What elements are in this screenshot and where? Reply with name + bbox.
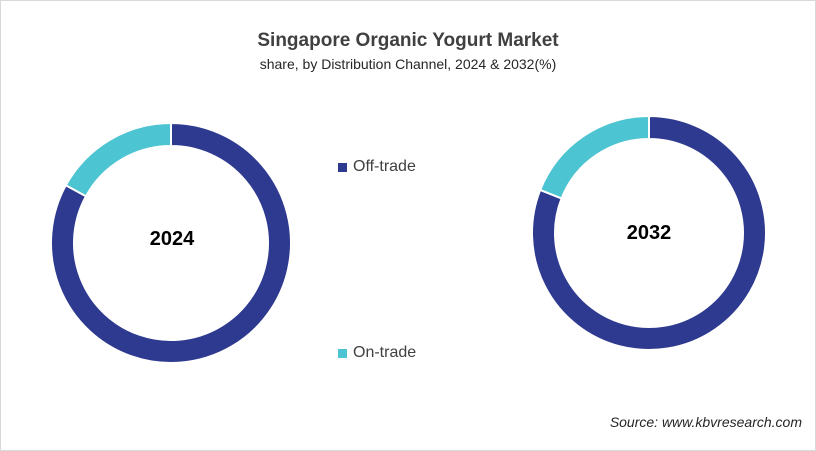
legend-swatch-on-trade [338, 348, 347, 358]
legend-label-on-trade: On-trade [353, 344, 417, 361]
legend-item-off-trade: Off-trade [338, 158, 416, 176]
chart-subtitle: share, by Distribution Channel, 2024 & 2… [259, 56, 557, 72]
donut-center-label-2032: 2032 [626, 222, 672, 244]
donut-2024-slice-off-trade [50, 121, 292, 364]
donut-2032-slice-off-trade [531, 114, 767, 351]
legend-label-off-trade: Off-trade [353, 158, 416, 175]
donut-2032-slice-on-trade [538, 114, 650, 200]
donut-2024-slice-on-trade [64, 121, 172, 198]
legend-item-on-trade: On-trade [338, 344, 416, 362]
legend-swatch-off-trade [338, 162, 347, 172]
chart-title: Singapore Organic Yogurt Market [257, 30, 559, 51]
donut-center-label-2024: 2024 [149, 228, 195, 250]
source-note: Source: www.kbvresearch.com [609, 414, 802, 430]
